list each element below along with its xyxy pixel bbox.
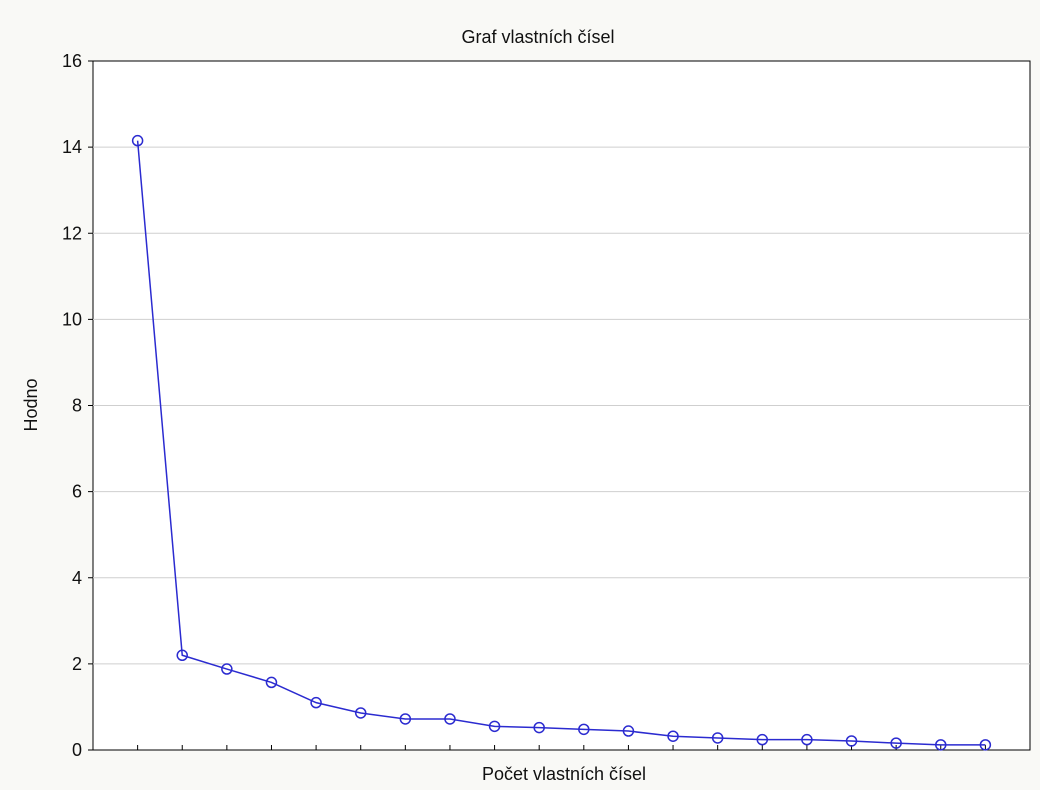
y-tick-label: 12 [62,223,82,243]
y-tick-label: 4 [72,568,82,588]
gridlines [93,146,1030,665]
y-tick-label: 16 [62,51,82,71]
data-point [488,720,501,733]
y-axis-label: Hodno [21,378,41,431]
data-point [935,739,947,751]
series-eigenvalues [131,134,992,751]
data-point [444,713,456,725]
x-axis-label: Počet vlastních čísel [482,764,646,784]
data-point [756,733,769,746]
data-point [578,723,590,736]
series-line [136,140,986,746]
data-point [890,737,902,749]
data-point [622,725,635,737]
data-point [131,134,144,147]
data-point [354,707,367,719]
y-tick-label: 6 [72,482,82,502]
data-point [979,739,992,751]
data-point [221,663,233,675]
data-point [399,713,412,725]
y-tick-label: 8 [72,396,82,416]
data-point [533,721,545,734]
y-tick-label: 0 [72,740,82,760]
data-point [667,730,679,742]
data-point [845,735,858,747]
data-point [176,649,188,662]
data-point [265,676,278,689]
data-point [711,732,724,744]
y-tick-label: 2 [72,654,82,674]
y-tick-label: 14 [62,137,82,157]
y-tick-label: 10 [62,309,82,329]
chart-title: Graf vlastních čísel [461,27,614,47]
data-point [310,696,322,709]
data-point [801,733,813,746]
axis-ticks: 0 2 4 6 8 10 12 14 16 [62,51,986,760]
